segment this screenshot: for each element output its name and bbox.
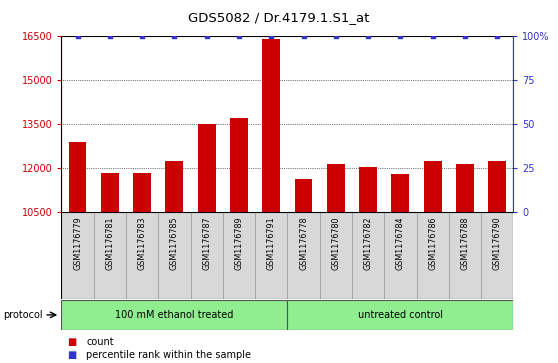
- Bar: [255, 212, 287, 299]
- Bar: [190, 212, 223, 299]
- Bar: [230, 118, 248, 212]
- Text: GSM1176781: GSM1176781: [105, 217, 114, 270]
- Point: [267, 33, 276, 39]
- Text: GSM1176778: GSM1176778: [299, 217, 308, 270]
- Bar: [262, 39, 280, 212]
- Text: GSM1176786: GSM1176786: [428, 217, 437, 270]
- Text: count: count: [86, 337, 114, 347]
- Bar: [61, 300, 287, 330]
- Text: 100 mM ethanol treated: 100 mM ethanol treated: [115, 310, 234, 320]
- Point: [493, 33, 502, 39]
- Point: [138, 33, 147, 39]
- Point: [428, 33, 437, 39]
- Bar: [94, 212, 126, 299]
- Point: [170, 33, 179, 39]
- Bar: [320, 212, 352, 299]
- Bar: [456, 164, 474, 212]
- Bar: [295, 179, 312, 212]
- Bar: [101, 173, 119, 212]
- Bar: [352, 212, 384, 299]
- Bar: [166, 161, 183, 212]
- Bar: [198, 124, 215, 212]
- Text: GSM1176779: GSM1176779: [73, 217, 82, 270]
- Text: GSM1176783: GSM1176783: [138, 217, 147, 270]
- Bar: [424, 161, 441, 212]
- Bar: [449, 212, 481, 299]
- Text: ■: ■: [67, 337, 76, 347]
- Bar: [133, 173, 151, 212]
- Text: ■: ■: [67, 350, 76, 360]
- Bar: [69, 142, 86, 212]
- Text: percentile rank within the sample: percentile rank within the sample: [86, 350, 252, 360]
- Text: GSM1176790: GSM1176790: [493, 217, 502, 270]
- Bar: [481, 212, 513, 299]
- Bar: [327, 164, 345, 212]
- Bar: [359, 167, 377, 212]
- Text: GSM1176780: GSM1176780: [331, 217, 340, 270]
- Point: [73, 33, 82, 39]
- Text: GSM1176782: GSM1176782: [364, 217, 373, 270]
- Text: GSM1176788: GSM1176788: [460, 217, 469, 270]
- Bar: [158, 212, 190, 299]
- Text: GSM1176791: GSM1176791: [267, 217, 276, 270]
- Text: GSM1176787: GSM1176787: [202, 217, 211, 270]
- Text: GSM1176785: GSM1176785: [170, 217, 179, 270]
- Point: [105, 33, 114, 39]
- Point: [202, 33, 211, 39]
- Bar: [488, 161, 506, 212]
- Point: [364, 33, 373, 39]
- Text: GSM1176784: GSM1176784: [396, 217, 405, 270]
- Point: [299, 33, 308, 39]
- Bar: [287, 212, 320, 299]
- Point: [331, 33, 340, 39]
- Bar: [287, 300, 513, 330]
- Bar: [392, 174, 409, 212]
- Point: [460, 33, 469, 39]
- Text: GSM1176789: GSM1176789: [234, 217, 243, 270]
- Bar: [416, 212, 449, 299]
- Point: [396, 33, 405, 39]
- Text: untreated control: untreated control: [358, 310, 443, 320]
- Bar: [384, 212, 416, 299]
- Point: [234, 33, 243, 39]
- Bar: [223, 212, 255, 299]
- Text: protocol: protocol: [3, 310, 42, 320]
- Bar: [126, 212, 158, 299]
- Text: GDS5082 / Dr.4179.1.S1_at: GDS5082 / Dr.4179.1.S1_at: [188, 11, 370, 24]
- Bar: [61, 212, 94, 299]
